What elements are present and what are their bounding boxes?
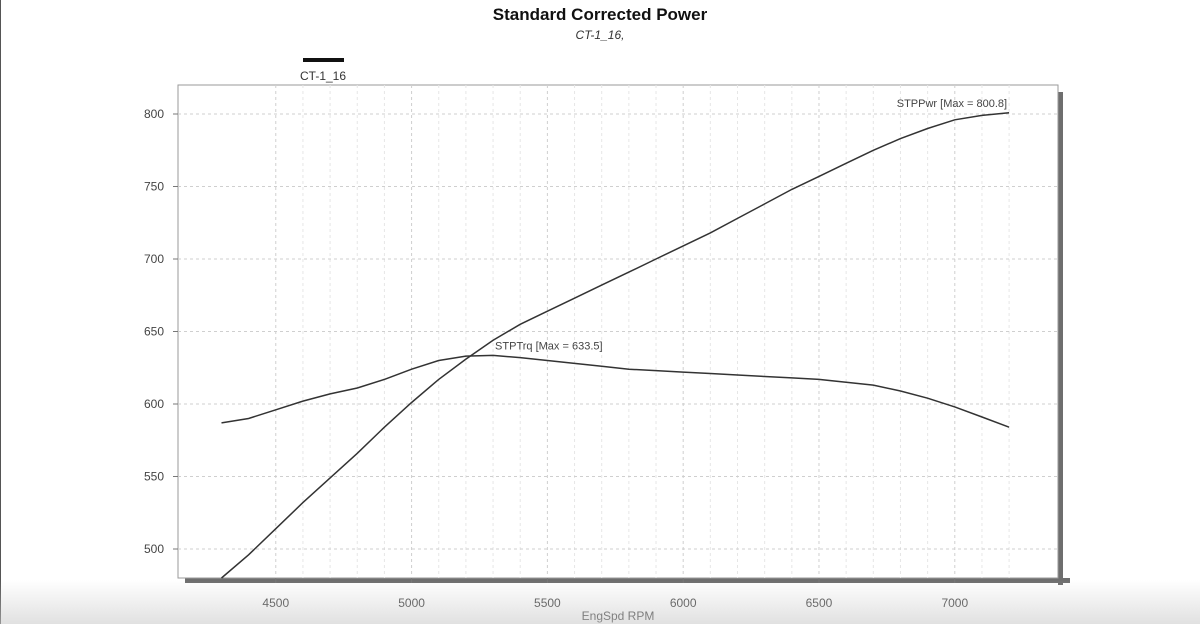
chart-title: Standard Corrected Power xyxy=(492,5,708,24)
x-axis-label: EngSpd RPM xyxy=(582,609,655,623)
y-tick-label: 550 xyxy=(144,470,164,484)
y-tick-label: 700 xyxy=(144,252,164,266)
y-tick-label: 800 xyxy=(144,107,164,121)
chart-subtitle: CT-1_16, xyxy=(575,28,625,42)
legend-label: CT-1_16 xyxy=(300,69,346,83)
y-tick-label: 500 xyxy=(144,542,164,556)
stppwr-annotation: STPPwr [Max = 800.8] xyxy=(897,98,1007,110)
x-tick-label: 5500 xyxy=(534,596,561,610)
x-tick-label: 4500 xyxy=(262,596,289,610)
series-lines xyxy=(221,112,1010,579)
plot-shadow-bottom xyxy=(185,578,1070,583)
plot-shadow-right xyxy=(1058,92,1063,585)
window-left-border xyxy=(0,0,1,624)
series-line-stptrq xyxy=(221,354,1010,428)
x-tick-label: 5000 xyxy=(398,596,425,610)
y-tick-label: 600 xyxy=(144,397,164,411)
stptrq-annotation: STPTrq [Max = 633.5] xyxy=(495,340,603,352)
series-line-stppwr xyxy=(221,112,1010,579)
grid-lines xyxy=(178,85,1058,578)
x-tick-label: 6000 xyxy=(670,596,697,610)
y-tick-label: 650 xyxy=(144,325,164,339)
x-tick-label: 7000 xyxy=(941,596,968,610)
x-tick-label: 6500 xyxy=(806,596,833,610)
y-tick-label: 750 xyxy=(144,180,164,194)
